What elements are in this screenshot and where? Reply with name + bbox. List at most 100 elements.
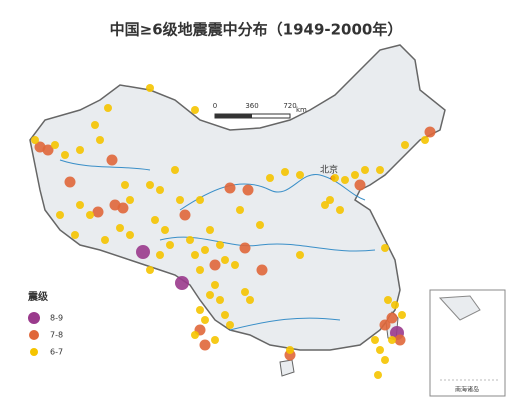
scale-label: 0 — [213, 102, 217, 110]
epicenter — [104, 104, 112, 112]
epicenter — [101, 236, 109, 244]
scale-bar-segment — [215, 114, 252, 118]
epicenter — [146, 181, 154, 189]
epicenter — [424, 126, 436, 138]
epicenter — [121, 181, 129, 189]
epicenter — [391, 301, 399, 309]
inset-land — [438, 295, 481, 321]
epicenter — [211, 281, 219, 289]
epicenter — [175, 276, 189, 290]
epicenter — [176, 196, 184, 204]
epicenter — [76, 146, 84, 154]
epicenter — [156, 186, 164, 194]
inset-label: 南海诸岛 — [455, 386, 479, 394]
epicenter — [256, 221, 264, 229]
epicenter — [381, 356, 389, 364]
river — [59, 159, 151, 171]
country-outline — [29, 44, 446, 351]
epicenter — [256, 264, 268, 276]
legend-label: 6-7 — [50, 348, 63, 357]
epicenter — [196, 306, 204, 314]
epicenter — [42, 144, 54, 156]
epicenter — [381, 244, 389, 252]
epicenters — [31, 84, 436, 379]
epicenter — [394, 334, 406, 346]
epicenter — [179, 209, 191, 221]
epicenter — [239, 242, 251, 254]
epicenter — [236, 206, 244, 214]
epicenter — [64, 176, 76, 188]
epicenter — [354, 179, 366, 191]
epicenter — [216, 241, 224, 249]
epicenter — [31, 136, 39, 144]
epicenter — [376, 166, 384, 174]
epicenter — [221, 256, 229, 264]
epicenter — [246, 296, 254, 304]
epicenter — [146, 84, 154, 92]
epicenter — [196, 196, 204, 204]
epicenter — [156, 251, 164, 259]
epicenter — [351, 171, 359, 179]
epicenter — [206, 291, 214, 299]
epicenter — [186, 236, 194, 244]
epicenter — [191, 106, 199, 114]
epicenter — [136, 245, 150, 259]
epicenter — [117, 202, 129, 214]
epicenter — [96, 136, 104, 144]
epicenter — [146, 266, 154, 274]
epicenter — [106, 154, 118, 166]
epicenter — [206, 226, 214, 234]
river — [229, 317, 341, 331]
legend-label: 7-8 — [50, 331, 63, 340]
epicenter — [91, 121, 99, 129]
epicenter — [86, 211, 94, 219]
epicenter — [196, 266, 204, 274]
epicenter — [374, 371, 382, 379]
epicenter — [384, 296, 392, 304]
epicenter — [242, 184, 254, 196]
epicenter — [151, 216, 159, 224]
epicenter — [76, 201, 84, 209]
epicenter — [401, 141, 409, 149]
epicenter — [266, 174, 274, 182]
epicenter — [56, 211, 64, 219]
epicenter — [379, 319, 391, 331]
epicenter — [331, 174, 339, 182]
epicenter — [51, 141, 59, 149]
epicenter — [286, 346, 294, 354]
epicenter — [166, 241, 174, 249]
epicenter — [361, 166, 369, 174]
legend: 震级 8-9 7-8 6-7 — [28, 290, 63, 357]
epicenter — [126, 196, 134, 204]
epicenter — [398, 311, 406, 319]
scale-label: 360 — [245, 102, 258, 110]
epicenter — [161, 226, 169, 234]
epicenter — [376, 346, 384, 354]
legend-label: 8-9 — [50, 314, 63, 323]
epicenter — [92, 206, 104, 218]
epicenter — [116, 224, 124, 232]
epicenter — [371, 336, 379, 344]
scale-bar: 0 360 720 km — [213, 102, 307, 119]
epicenter — [221, 311, 229, 319]
map-title: 中国≥6级地震震中分布（1949-2000年） — [110, 21, 403, 39]
river — [179, 174, 366, 211]
island — [279, 359, 295, 377]
epicenter — [226, 321, 234, 329]
river — [159, 236, 376, 252]
epicenter — [126, 231, 134, 239]
legend-swatch — [30, 348, 38, 356]
epicenter — [61, 151, 69, 159]
epicenter — [321, 201, 329, 209]
legend-swatch — [29, 330, 39, 340]
epicenter — [296, 171, 304, 179]
epicenter — [388, 336, 396, 344]
epicenter — [326, 196, 334, 204]
legend-title: 震级 — [28, 290, 49, 303]
epicenter — [296, 251, 304, 259]
epicenter — [209, 259, 221, 271]
legend-swatch — [28, 312, 40, 324]
epicenter — [241, 288, 249, 296]
